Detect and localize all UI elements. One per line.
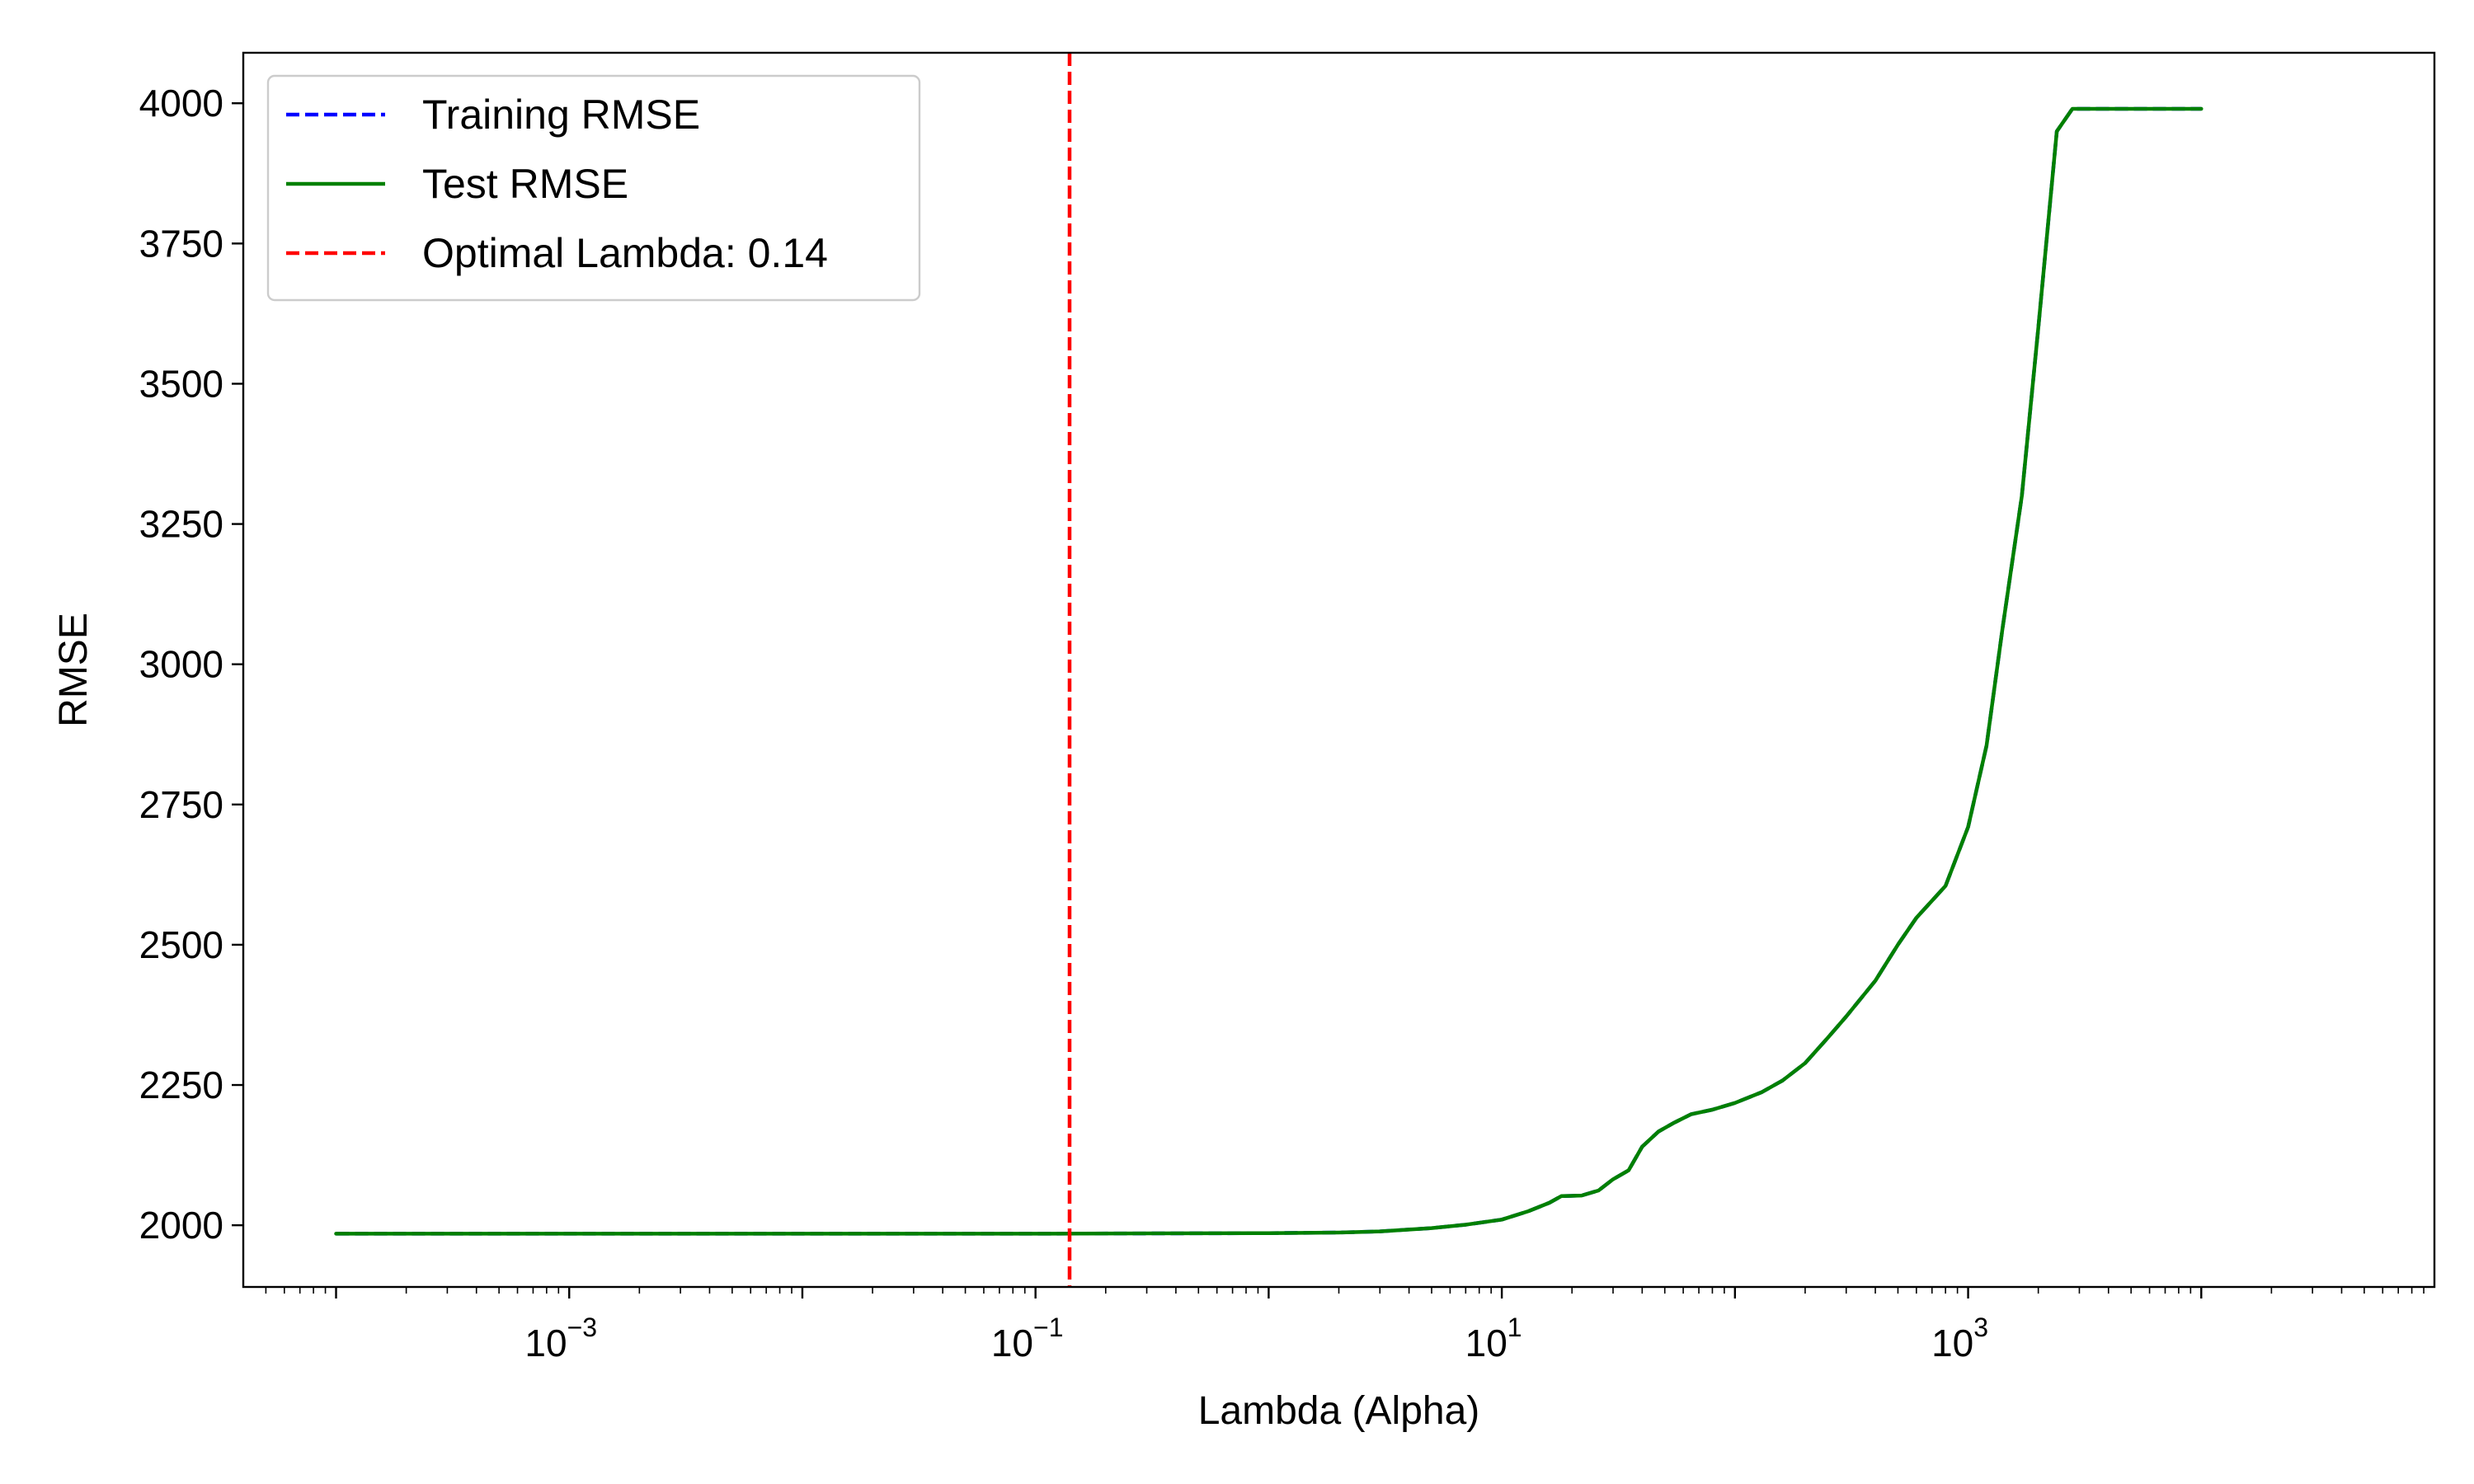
y-axis-label: RMSE [52,613,96,727]
y-tick-label: 3000 [139,643,223,686]
series-line-test-rmse [334,106,2204,1236]
x-tick-base: 10 [991,1322,1033,1364]
x-tick-label: 10−1 [991,1313,1064,1364]
x-axis-label: Lambda (Alpha) [1198,1389,1480,1433]
x-tick-base: 10 [1931,1322,1973,1364]
legend-label-optimal-lambda: Optimal Lambda: 0.14 [422,230,828,276]
y-tick-label: 4000 [139,82,223,124]
legend: Training RMSE Test RMSE Optimal Lambda: 0.… [266,74,921,302]
legend-label-training-rmse: Training RMSE [422,92,700,138]
y-tick-label: 2000 [139,1204,223,1247]
axis-ticks: 20002250250027503000325035003750400010−3… [139,82,2425,1364]
x-tick-exponent: −3 [567,1313,597,1342]
y-tick-label: 2750 [139,783,223,826]
y-tick-label: 3500 [139,362,223,405]
legend-box [266,74,921,302]
y-tick-label: 3750 [139,222,223,265]
x-tick-exponent: 3 [1973,1313,1988,1342]
y-tick-label: 2500 [139,923,223,966]
x-tick-exponent: 1 [1507,1313,1522,1342]
x-tick-base: 10 [524,1322,567,1364]
y-tick-label: 3250 [139,503,223,546]
x-tick-exponent: −1 [1033,1313,1063,1342]
x-tick-label: 10−3 [524,1313,597,1364]
legend-label-test-rmse: Test RMSE [422,161,628,207]
x-tick-base: 10 [1465,1322,1507,1364]
y-tick-label: 2250 [139,1064,223,1106]
x-tick-label: 101 [1465,1313,1522,1364]
x-tick-label: 103 [1931,1313,1988,1364]
data-lines [334,53,2204,1287]
